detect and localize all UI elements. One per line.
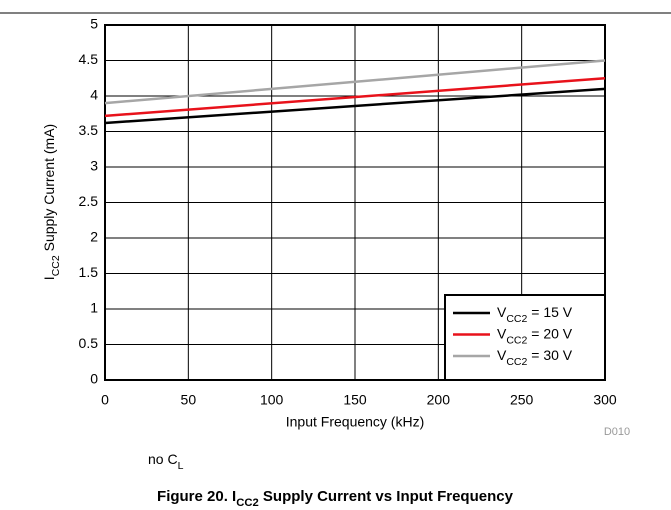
caption: Figure 20. ICC2 Supply Current vs Input … — [157, 488, 514, 509]
y-tick-label: 0 — [90, 371, 98, 387]
plot-frame — [104, 24, 606, 381]
y-axis-label: ICC2 Supply Current (mA) — [41, 124, 62, 280]
y-tick-label: 3 — [90, 158, 98, 174]
x-tick-label: 150 — [343, 392, 367, 408]
y-tick-label: 2 — [90, 229, 98, 245]
legend-label: VCC2 = 15 V — [497, 304, 573, 325]
figure-code: D010 — [604, 426, 630, 438]
x-tick-label: 250 — [510, 392, 534, 408]
y-tick-label: 3.5 — [79, 122, 99, 138]
legend-label: VCC2 = 20 V — [497, 325, 573, 346]
legend-label: VCC2 = 30 V — [497, 347, 573, 368]
x-tick-label: 200 — [427, 392, 451, 408]
plot: 00.511.522.533.544.550 50 100 150 200 250 300V… — [79, 16, 617, 408]
y-tick-label: 4 — [90, 87, 98, 103]
x-tick-label: 100 — [260, 392, 284, 408]
y-tick-label: 2.5 — [79, 193, 99, 209]
x-tick-label: 0 — [101, 392, 109, 408]
legend-box — [444, 294, 606, 381]
series-line — [104, 77, 606, 118]
y-tick-label: 5 — [90, 16, 98, 32]
x-tick-label: 50 — [181, 392, 197, 408]
series-line — [104, 59, 606, 105]
note: no CL — [148, 451, 184, 472]
series-line — [104, 87, 606, 125]
x-axis-label: Input Frequency (kHz) — [286, 414, 425, 430]
y-tick-label: 1 — [90, 300, 98, 316]
y-tick-label: 0.5 — [79, 335, 99, 351]
y-tick-label: 1.5 — [79, 264, 99, 280]
y-tick-label: 4.5 — [79, 51, 99, 67]
x-tick-label: 300 — [593, 392, 617, 408]
